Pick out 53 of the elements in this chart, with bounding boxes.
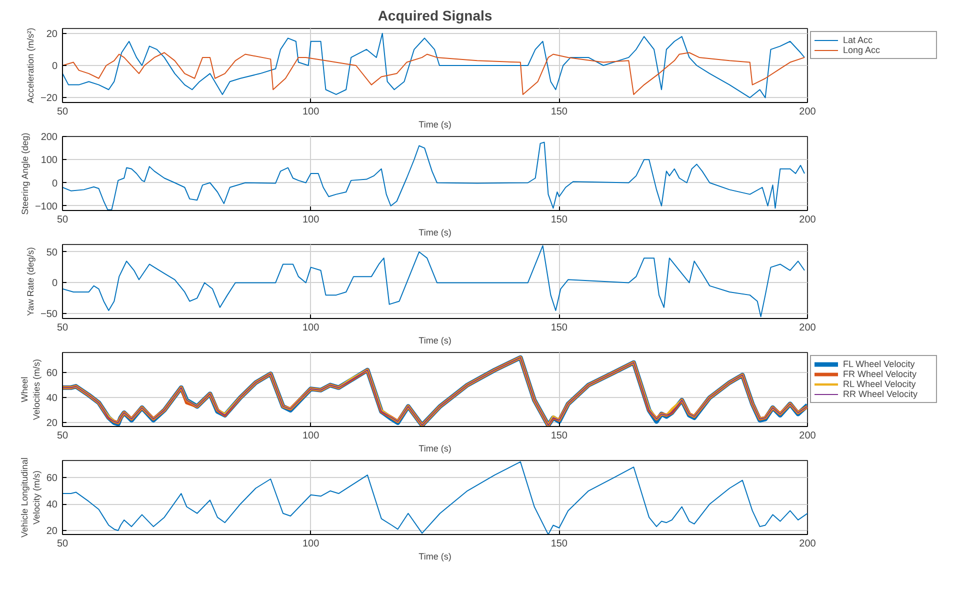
x-tick-label: 100 xyxy=(302,106,320,118)
y-axis-title: Steering Angle (deg) xyxy=(20,132,30,215)
legend-label: RL Wheel Velocity xyxy=(843,379,917,389)
y-tick-label: 200 xyxy=(40,132,58,143)
legend-label: Lat Acc xyxy=(843,35,874,45)
x-tick-label: 200 xyxy=(799,538,816,550)
y-tick-label: 50 xyxy=(46,247,58,258)
line-series xyxy=(62,142,806,210)
x-tick-label: 200 xyxy=(799,430,816,442)
line-series xyxy=(62,52,806,95)
y-tick-label: 20 xyxy=(46,28,58,40)
x-tick-label: 150 xyxy=(550,538,568,550)
x-tick-label: 200 xyxy=(799,106,816,118)
y-tick-label: 20 xyxy=(46,526,58,538)
x-axis-title: Time (s) xyxy=(418,336,452,346)
x-axis-title: Time (s) xyxy=(418,228,452,238)
y-axis-title: Vehicle Longitudinal Velocity (m/s) xyxy=(19,457,42,538)
y-axis-title: Wheel Velocities (m/s) xyxy=(19,358,42,420)
x-tick-label: 100 xyxy=(302,214,320,226)
y-tick-label: 0 xyxy=(52,278,58,290)
y-tick-label: 60 xyxy=(46,368,58,380)
y-tick-label: 100 xyxy=(40,155,58,166)
x-axis-title: Time (s) xyxy=(418,120,452,130)
x-axis-title: Time (s) xyxy=(418,552,452,562)
line-series xyxy=(62,461,808,534)
y-tick-label: 0 xyxy=(52,61,58,72)
x-tick-label: 200 xyxy=(799,214,816,226)
x-tick-label: 100 xyxy=(302,430,320,442)
legend-label: RR Wheel Velocity xyxy=(843,389,919,399)
y-tick-label: 40 xyxy=(46,393,58,404)
y-axis-title: Yaw Rate (deg/s) xyxy=(26,247,36,316)
x-tick-label: 150 xyxy=(550,322,568,334)
y-tick-label: −20 xyxy=(40,93,58,104)
x-tick-label: 100 xyxy=(302,538,320,550)
y-tick-label: 20 xyxy=(46,418,58,430)
chart-title: Acquired Signals xyxy=(378,8,492,24)
line-series xyxy=(62,32,806,98)
y-tick-label: 60 xyxy=(46,473,58,484)
x-tick-label: 200 xyxy=(799,322,816,334)
x-tick-label: 150 xyxy=(550,214,568,226)
y-tick-label: −100 xyxy=(34,201,58,212)
x-axis-title: Time (s) xyxy=(418,444,452,454)
legend-label: FL Wheel Velocity xyxy=(843,359,916,369)
y-tick-label: 0 xyxy=(52,178,58,190)
y-axis-title: Acceleration (m/s²) xyxy=(26,28,36,104)
x-tick-label: 100 xyxy=(302,322,320,334)
x-tick-label: 150 xyxy=(550,430,568,442)
x-tick-label: 150 xyxy=(550,106,568,118)
legend-label: Long Acc xyxy=(843,45,882,55)
line-series xyxy=(62,245,806,318)
y-tick-label: 40 xyxy=(46,500,58,511)
y-tick-label: −50 xyxy=(40,309,58,320)
legend-label: FR Wheel Velocity xyxy=(843,369,918,379)
